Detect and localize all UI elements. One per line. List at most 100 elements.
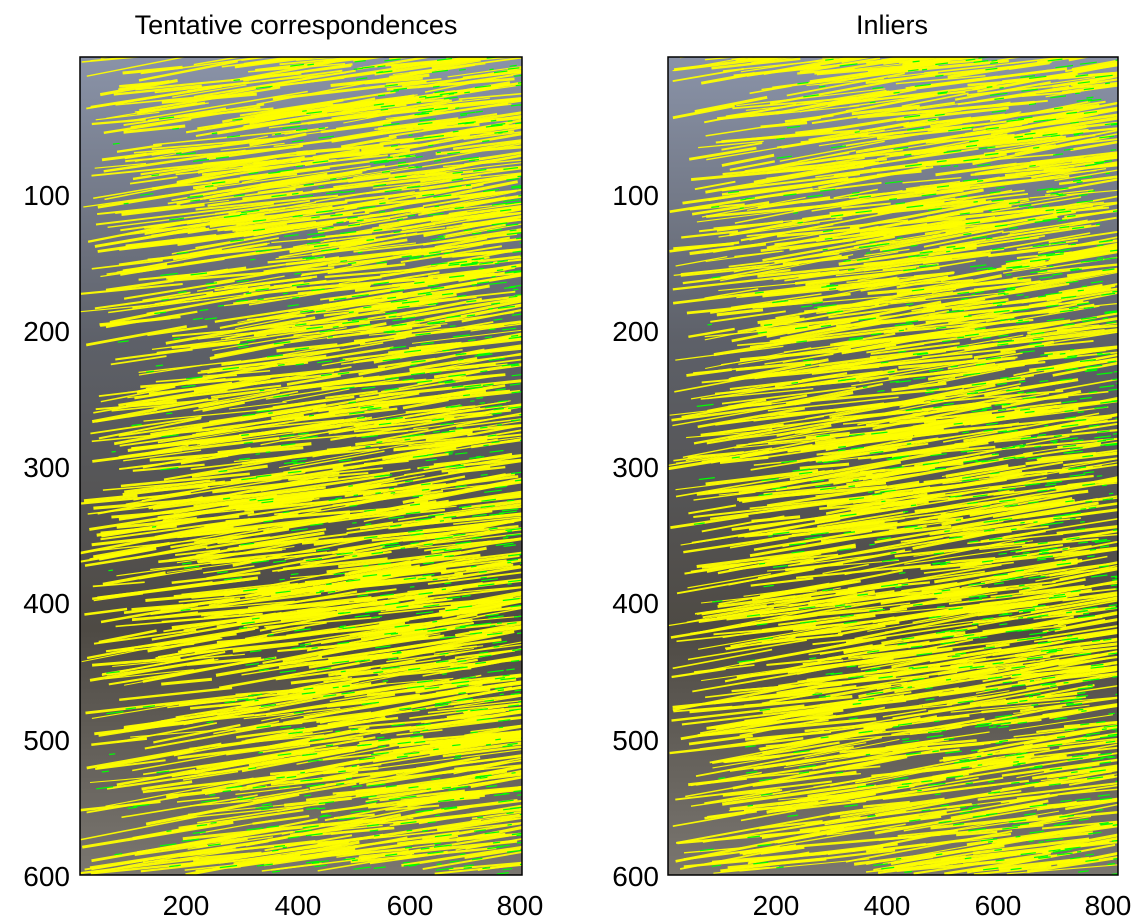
inlier-marker [173, 337, 181, 340]
inlier-marker [958, 665, 973, 669]
inlier-marker [1028, 840, 1034, 843]
inlier-marker [1011, 554, 1028, 558]
inlier-marker [414, 136, 431, 140]
inlier-marker [379, 202, 386, 205]
inlier-marker [943, 737, 955, 741]
correspondence-line [422, 648, 522, 668]
inlier-marker [727, 190, 739, 194]
inlier-marker [1096, 372, 1113, 376]
inlier-marker [336, 782, 345, 785]
inlier-marker [510, 692, 520, 696]
inlier-marker [338, 459, 352, 462]
inlier-marker [241, 621, 255, 625]
inlier-marker [838, 445, 846, 448]
inlier-marker [443, 380, 454, 383]
inlier-marker [817, 461, 823, 463]
correspondence-line [401, 57, 409, 58]
correspondence-line [300, 255, 407, 277]
correspondence-line [290, 824, 383, 835]
inlier-marker [256, 725, 271, 729]
correspondence-line [197, 549, 317, 564]
inlier-marker [1039, 380, 1049, 383]
inlier-marker [940, 804, 950, 807]
correspondence-line [932, 759, 1028, 778]
inlier-marker [1040, 353, 1053, 356]
correspondence-line [85, 325, 188, 347]
inlier-marker [1075, 74, 1089, 77]
correspondence-line [705, 250, 784, 263]
inlier-marker [449, 260, 468, 265]
inlier-marker [898, 329, 905, 332]
inlier-marker [492, 841, 501, 844]
inlier-marker [1110, 575, 1118, 578]
inlier-marker [985, 127, 999, 130]
correspondence-line [291, 165, 415, 187]
inlier-marker [911, 288, 925, 292]
inlier-marker [459, 111, 476, 115]
correspondence-line [698, 140, 764, 149]
inlier-marker [361, 434, 379, 439]
inlier-marker [820, 736, 829, 739]
inlier-marker [822, 460, 840, 464]
inlier-marker [945, 750, 962, 754]
correspondence-line [1003, 265, 1047, 274]
correspondence-line [390, 298, 448, 310]
inlier-marker [480, 505, 495, 508]
correspondence-line [844, 755, 908, 771]
correspondence-line [970, 407, 1071, 426]
inlier-marker [381, 170, 390, 173]
correspondence-line [177, 629, 338, 653]
inlier-marker [1010, 406, 1017, 409]
correspondence-line [259, 616, 326, 632]
inlier-marker [506, 178, 519, 181]
inlier-marker [484, 405, 503, 409]
inlier-marker [388, 516, 405, 520]
inlier-marker [1099, 797, 1113, 801]
correspondence-line [322, 502, 456, 516]
correspondence-line [738, 635, 887, 666]
inlier-marker [509, 229, 517, 232]
correspondence-line [1053, 797, 1118, 809]
inlier-marker [172, 127, 179, 130]
correspondence-line [86, 796, 179, 814]
inlier-marker [293, 711, 304, 714]
correspondence-line [709, 750, 768, 764]
correspondence-line [149, 446, 304, 462]
correspondence-line [195, 194, 339, 211]
inlier-marker [510, 471, 522, 475]
inlier-marker [816, 434, 830, 438]
correspondence-line [151, 173, 298, 190]
inlier-marker [881, 583, 898, 588]
inlier-marker [963, 634, 975, 637]
correspondence-line [410, 194, 522, 213]
correspondence-line [358, 764, 453, 785]
photo-background [668, 57, 1118, 875]
correspondence-line [80, 816, 197, 841]
inlier-marker [439, 636, 456, 640]
inlier-marker [264, 657, 276, 660]
correspondence-line [1037, 449, 1118, 462]
inlier-marker [759, 708, 771, 711]
inlier-marker [1046, 118, 1057, 121]
inlier-marker [1094, 160, 1113, 164]
correspondence-line [427, 571, 522, 585]
inlier-marker [1044, 424, 1049, 427]
inlier-marker [199, 308, 209, 312]
correspondence-line [95, 854, 187, 873]
correspondence-line [346, 521, 394, 531]
inlier-marker [980, 838, 998, 842]
inlier-marker [160, 467, 179, 471]
correspondence-line [1023, 509, 1077, 519]
correspondence-line [327, 263, 406, 274]
inlier-marker [238, 627, 248, 630]
inlier-marker [133, 803, 150, 807]
inlier-marker [940, 641, 956, 645]
inlier-marker [1037, 558, 1047, 561]
inlier-marker [988, 208, 1001, 212]
correspondence-line [750, 218, 843, 231]
correspondence-line [97, 576, 259, 600]
inlier-marker [1020, 408, 1031, 411]
inlier-marker [159, 843, 177, 847]
correspondence-line [781, 607, 884, 620]
correspondence-line [138, 257, 225, 273]
